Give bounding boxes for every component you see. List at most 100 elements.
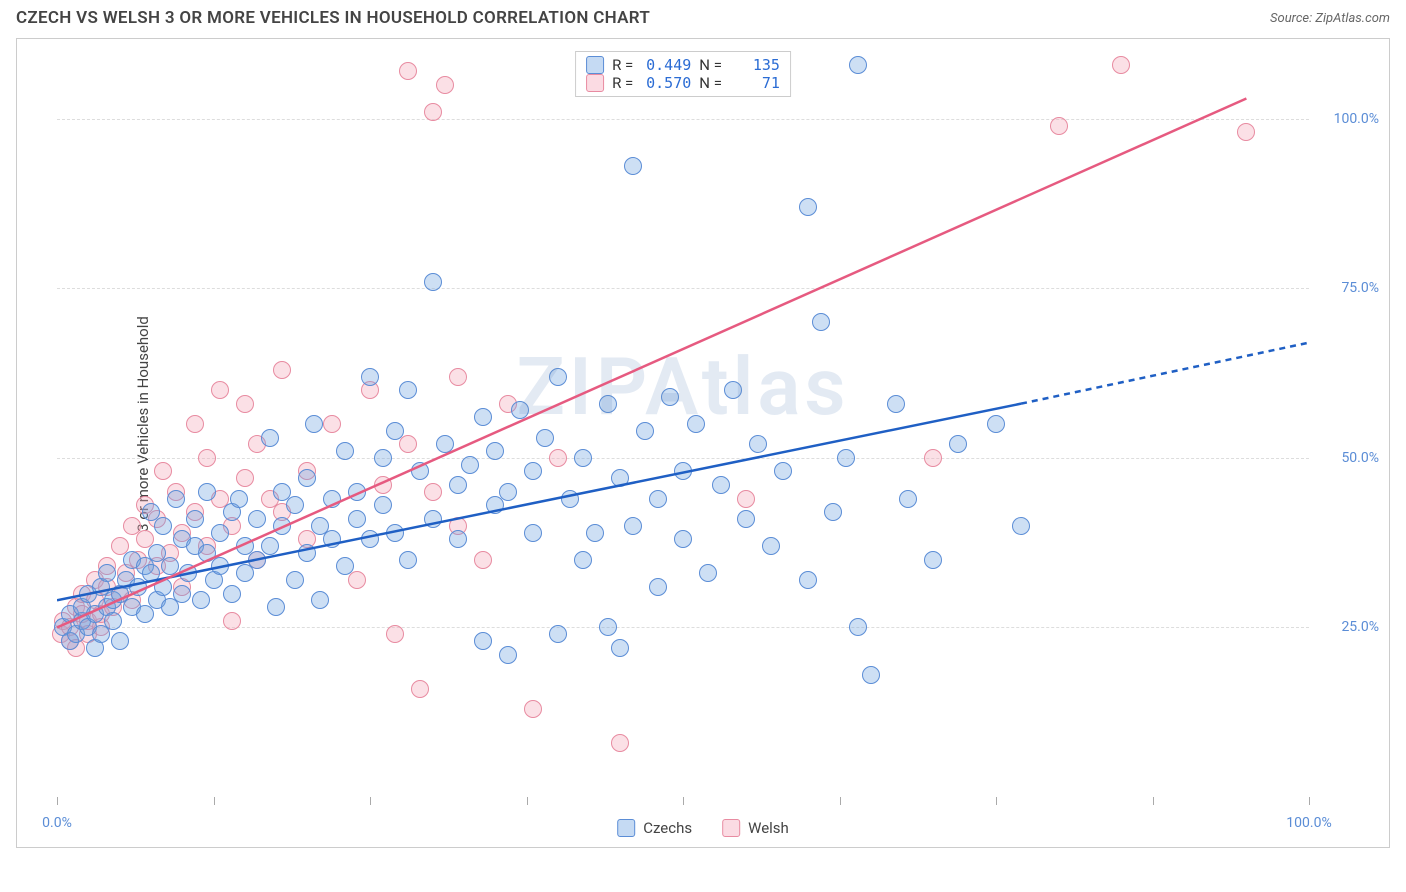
data-point <box>536 429 554 447</box>
data-point <box>1112 56 1130 74</box>
legend-stats-welsh: R = 0.570 N = 71 <box>586 74 780 92</box>
data-point <box>524 700 542 718</box>
data-point <box>524 462 542 480</box>
data-point <box>399 62 417 80</box>
data-point <box>298 469 316 487</box>
data-point <box>824 503 842 521</box>
data-point <box>449 530 467 548</box>
swatch-czechs-icon <box>617 819 635 837</box>
data-point <box>499 646 517 664</box>
data-point <box>899 490 917 508</box>
data-point <box>1012 517 1030 535</box>
data-point <box>267 598 285 616</box>
data-point <box>624 517 642 535</box>
data-point <box>323 530 341 548</box>
data-point <box>198 483 216 501</box>
data-point <box>173 585 191 603</box>
data-point <box>424 273 442 291</box>
x-tick <box>996 797 997 805</box>
data-point <box>424 483 442 501</box>
data-point <box>449 476 467 494</box>
x-tick <box>57 797 58 805</box>
data-point <box>211 381 229 399</box>
data-point <box>336 557 354 575</box>
data-point <box>104 612 122 630</box>
plot-area: 3 or more Vehicles in Household ZIPAtlas… <box>57 51 1309 797</box>
swatch-czechs-icon <box>586 56 604 74</box>
data-point <box>311 591 329 609</box>
data-point <box>374 476 392 494</box>
data-point <box>361 530 379 548</box>
x-tick <box>1309 797 1310 805</box>
data-point <box>111 632 129 650</box>
data-point <box>812 313 830 331</box>
y-tick-label: 100.0% <box>1319 111 1379 127</box>
data-point <box>1237 123 1255 141</box>
data-point <box>348 483 366 501</box>
data-point <box>474 408 492 426</box>
data-point <box>374 496 392 514</box>
data-point <box>186 415 204 433</box>
data-point <box>737 510 755 528</box>
data-point <box>837 449 855 467</box>
data-point <box>887 395 905 413</box>
data-point <box>323 490 341 508</box>
data-point <box>574 449 592 467</box>
data-point <box>649 490 667 508</box>
data-point <box>386 524 404 542</box>
gridline <box>57 119 1309 120</box>
n-label: N = <box>699 56 722 74</box>
data-point <box>649 578 667 596</box>
data-point <box>161 557 179 575</box>
data-point <box>611 639 629 657</box>
x-tick <box>1153 797 1154 805</box>
legend-stats-czechs: R = 0.449 N = 135 <box>586 56 780 74</box>
data-point <box>273 517 291 535</box>
data-point <box>424 103 442 121</box>
data-point <box>211 557 229 575</box>
legend-item-welsh: Welsh <box>722 819 789 837</box>
gridline <box>57 627 1309 628</box>
legend-stats: R = 0.449 N = 135 R = 0.570 N = 71 <box>575 51 791 97</box>
data-point <box>179 564 197 582</box>
data-point <box>399 435 417 453</box>
data-point <box>586 524 604 542</box>
data-point <box>223 612 241 630</box>
y-tick-label: 50.0% <box>1319 450 1379 466</box>
data-point <box>511 401 529 419</box>
chart-source: Source: ZipAtlas.com <box>1270 11 1390 26</box>
watermark: ZIPAtlas <box>516 340 849 434</box>
r-label: R = <box>612 74 633 92</box>
data-point <box>449 368 467 386</box>
gridline <box>57 458 1309 459</box>
data-point <box>624 157 642 175</box>
data-point <box>674 530 692 548</box>
x-tick <box>840 797 841 805</box>
data-point <box>924 551 942 569</box>
data-point <box>687 415 705 433</box>
swatch-welsh-icon <box>722 819 740 837</box>
data-point <box>524 524 542 542</box>
data-point <box>599 618 617 636</box>
data-point <box>273 361 291 379</box>
data-point <box>712 476 730 494</box>
data-point <box>399 381 417 399</box>
data-point <box>411 462 429 480</box>
legend-item-czechs: Czechs <box>617 819 692 837</box>
data-point <box>186 510 204 528</box>
data-point <box>399 551 417 569</box>
data-point <box>1050 117 1068 135</box>
data-point <box>799 571 817 589</box>
data-point <box>286 496 304 514</box>
data-point <box>154 517 172 535</box>
trend-lines <box>57 51 1309 797</box>
data-point <box>762 537 780 555</box>
data-point <box>987 415 1005 433</box>
data-point <box>323 415 341 433</box>
data-point <box>499 483 517 501</box>
y-tick-label: 25.0% <box>1319 619 1379 635</box>
data-point <box>192 591 210 609</box>
swatch-welsh-icon <box>586 74 604 92</box>
data-point <box>674 462 692 480</box>
data-point <box>461 456 479 474</box>
